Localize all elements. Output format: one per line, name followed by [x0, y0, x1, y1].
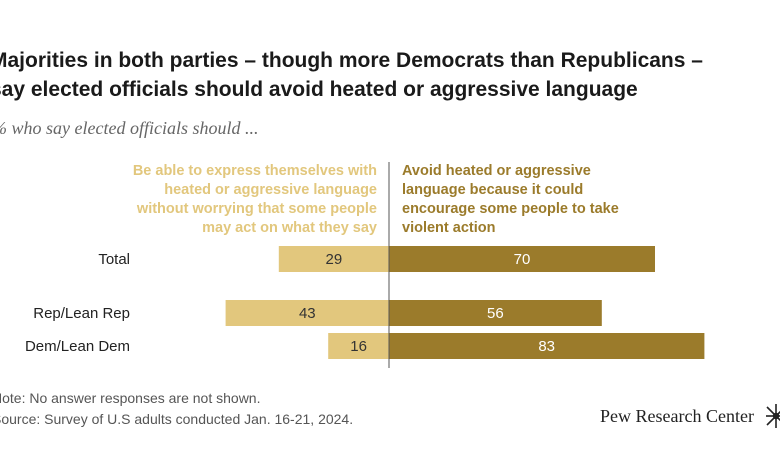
bar-express-freely: [225, 300, 389, 326]
legend-avoid-heated: Avoid heated or aggressive language beca…: [402, 162, 682, 238]
data-label-express-freely: 29: [326, 251, 343, 268]
data-label-express-freely: 43: [299, 305, 316, 322]
data-label-avoid-heated: 70: [514, 251, 531, 268]
source-text: Source: Survey of U.S adults conducted J…: [0, 411, 354, 427]
category-label: Rep/Lean Rep: [33, 305, 130, 322]
legend-avoid-heated-line: violent action: [402, 220, 496, 236]
chart-subtitle: % who say elected officials should ...: [0, 118, 259, 138]
legend-express-freely-line: Be able to express themselves with: [132, 163, 377, 179]
pew-sunburst-icon: [766, 404, 780, 428]
legend-express-freely-line: heated or aggressive language: [164, 182, 377, 198]
legend-express-freely: Be able to express themselves with heate…: [90, 162, 377, 238]
chart-title-line-1: Majorities in both parties – though more…: [0, 49, 703, 72]
data-label-avoid-heated: 83: [538, 338, 555, 355]
legend-express-freely-line: without worrying that some people: [136, 201, 377, 217]
brand-name: Pew Research Center: [600, 406, 754, 426]
bar-avoid-heated: [389, 246, 655, 272]
legend-avoid-heated-line: encourage some people to take: [402, 201, 619, 217]
bar-express-freely: [278, 246, 389, 272]
note-text: Note: No answer responses are not shown.: [0, 390, 261, 406]
bar-avoid-heated: [389, 333, 705, 359]
category-label: Total: [98, 251, 130, 268]
footnotes: Note: No answer responses are not shown.…: [0, 388, 353, 430]
bar-express-freely: [328, 333, 389, 359]
data-label-avoid-heated: 56: [487, 305, 504, 322]
category-label: Dem/Lean Dem: [25, 338, 130, 355]
legend-express-freely-line: may act on what they say: [202, 220, 377, 236]
chart-title: Majorities in both parties – though more…: [0, 46, 780, 104]
chart-title-line-2: say elected officials should avoid heate…: [0, 78, 638, 101]
bar-avoid-heated: [389, 300, 602, 326]
legend-avoid-heated-line: language because it could: [402, 182, 584, 198]
legend-avoid-heated-line: Avoid heated or aggressive: [402, 163, 591, 179]
data-label-express-freely: 16: [350, 338, 367, 355]
